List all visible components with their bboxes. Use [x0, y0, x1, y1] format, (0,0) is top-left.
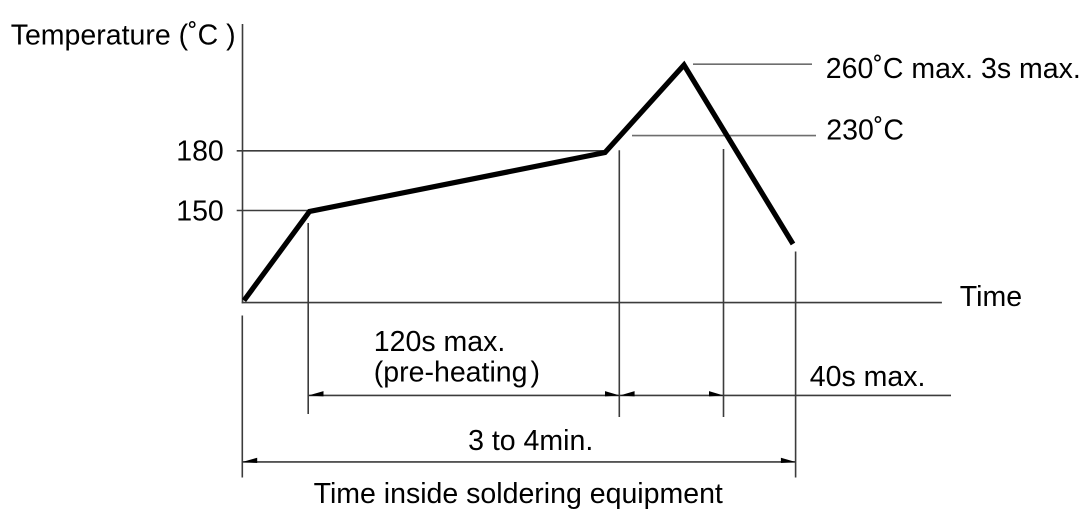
- svg-text:180: 180: [176, 135, 224, 167]
- svg-text:(pre-heating: (pre-heating: [374, 356, 528, 388]
- svg-text:120s max.: 120s max.: [374, 326, 505, 358]
- svg-text:Temperature (˚C ): Temperature (˚C ): [11, 19, 236, 51]
- svg-text:150: 150: [176, 195, 224, 227]
- svg-text:40s max.: 40s max.: [810, 361, 926, 393]
- svg-text:230˚C: 230˚C: [826, 114, 904, 146]
- svg-text:260˚C max. 3s max.: 260˚C max. 3s max.: [826, 53, 1081, 85]
- svg-text:Time: Time: [960, 281, 1022, 313]
- svg-text:): ): [531, 356, 541, 388]
- svg-text:Time inside soldering equipmen: Time inside soldering equipment: [314, 478, 723, 510]
- svg-text:3 to 4min.: 3 to 4min.: [468, 425, 593, 457]
